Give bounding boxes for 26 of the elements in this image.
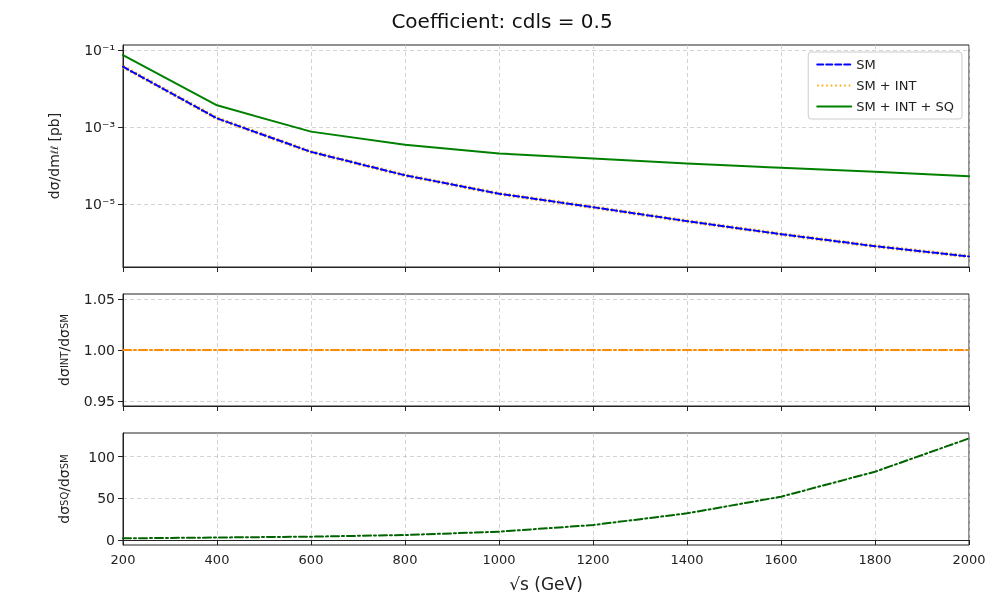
x-axis-title: √s (GeV) xyxy=(509,573,583,594)
y-axis-title: dσ/dmℓℓ [pb] xyxy=(46,112,62,200)
x-tick-label: 1800 xyxy=(858,552,892,567)
y-tick-label: 0.95 xyxy=(83,392,115,409)
x-tick-label: 1400 xyxy=(670,552,704,567)
y-tick-label: 0 xyxy=(106,532,115,548)
x-tick-label: 1200 xyxy=(576,552,610,567)
chart-title: Coefficient: cdls = 0.5 xyxy=(391,9,613,33)
y-tick-label: 1.00 xyxy=(83,342,115,358)
legend-label: SM + INT + SQ xyxy=(856,99,955,114)
y-tick-label: 1.05 xyxy=(83,291,115,308)
y-tick-label: 10⁻⁵ xyxy=(84,196,115,213)
x-tick-label: 800 xyxy=(392,552,418,567)
x-tick-label: 200 xyxy=(110,552,136,567)
x-tick-label: 400 xyxy=(204,552,230,567)
y-tick-label: 10⁻¹ xyxy=(84,42,115,59)
legend-label: SM + INT xyxy=(856,78,917,93)
x-tick-label: 2000 xyxy=(952,552,986,567)
y-tick-label: 100 xyxy=(88,448,115,465)
x-tick-label: 600 xyxy=(298,552,324,567)
x-tick-label: 1000 xyxy=(482,552,516,567)
y-tick-label: 50 xyxy=(97,490,115,507)
y-tick-label: 10⁻³ xyxy=(84,119,115,136)
x-tick-label: 1600 xyxy=(764,552,798,567)
line-series xyxy=(122,54,970,178)
legend-label: SM xyxy=(856,57,876,72)
